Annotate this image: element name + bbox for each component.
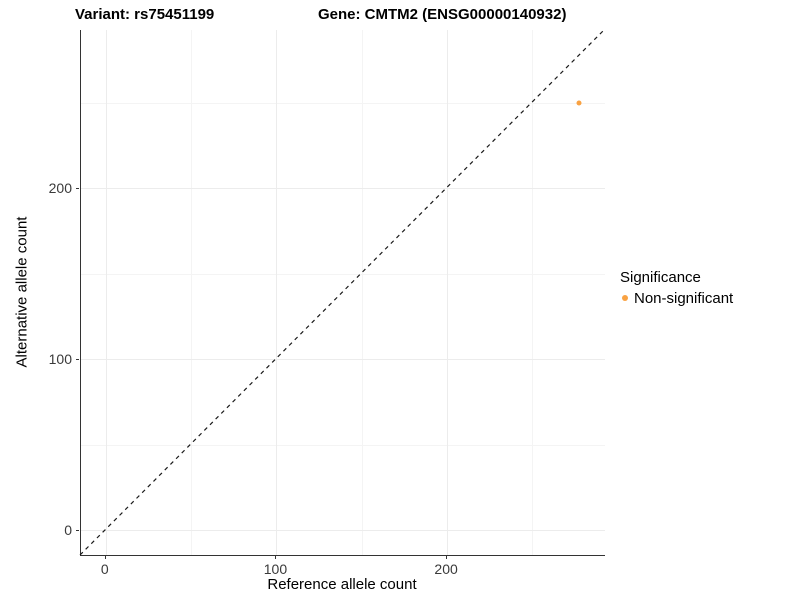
minor-gridline-horizontal [81,444,605,446]
y-tick-label: 0 [64,522,72,539]
legend: Significance Non-significant [620,268,733,307]
y-tick-mark [76,530,79,532]
major-gridline-horizontal [81,530,605,532]
minor-gridline-vertical [191,30,193,555]
legend-point-swatch [622,295,628,301]
y-tick-label: 100 [48,351,72,368]
legend-title: Significance [620,269,701,286]
major-gridline-vertical [447,30,449,555]
x-tick-mark [275,556,277,559]
plot-panel [80,30,605,556]
plot-title-gene: Gene: CMTM2 (ENSG00000140932) [318,6,567,23]
major-gridline-horizontal [81,359,605,361]
y-tick-mark [76,359,79,361]
major-gridline-horizontal [81,188,605,190]
x-tick-mark [446,556,448,559]
minor-gridline-vertical [532,30,534,555]
minor-gridline-horizontal [81,102,605,104]
y-tick-mark [76,188,79,190]
data-point [576,100,582,106]
y-tick-label: 200 [48,180,72,197]
x-tick-label: 100 [263,561,288,577]
major-gridline-vertical [276,30,278,555]
minor-gridline-horizontal [81,273,605,275]
minor-gridline-vertical [361,30,363,555]
plot-title-variant: Variant: rs75451199 [75,6,215,23]
x-tick-mark [104,556,106,559]
y-axis-title: Alternative allele count [13,216,31,368]
x-axis-title: Reference allele count [267,576,417,593]
legend-item-non-significant: Non-significant [620,289,733,307]
major-gridline-vertical [105,30,107,555]
x-tick-label: 0 [100,561,109,577]
x-tick-label: 200 [434,561,458,577]
legend-item-label: Non-significant [634,289,734,307]
